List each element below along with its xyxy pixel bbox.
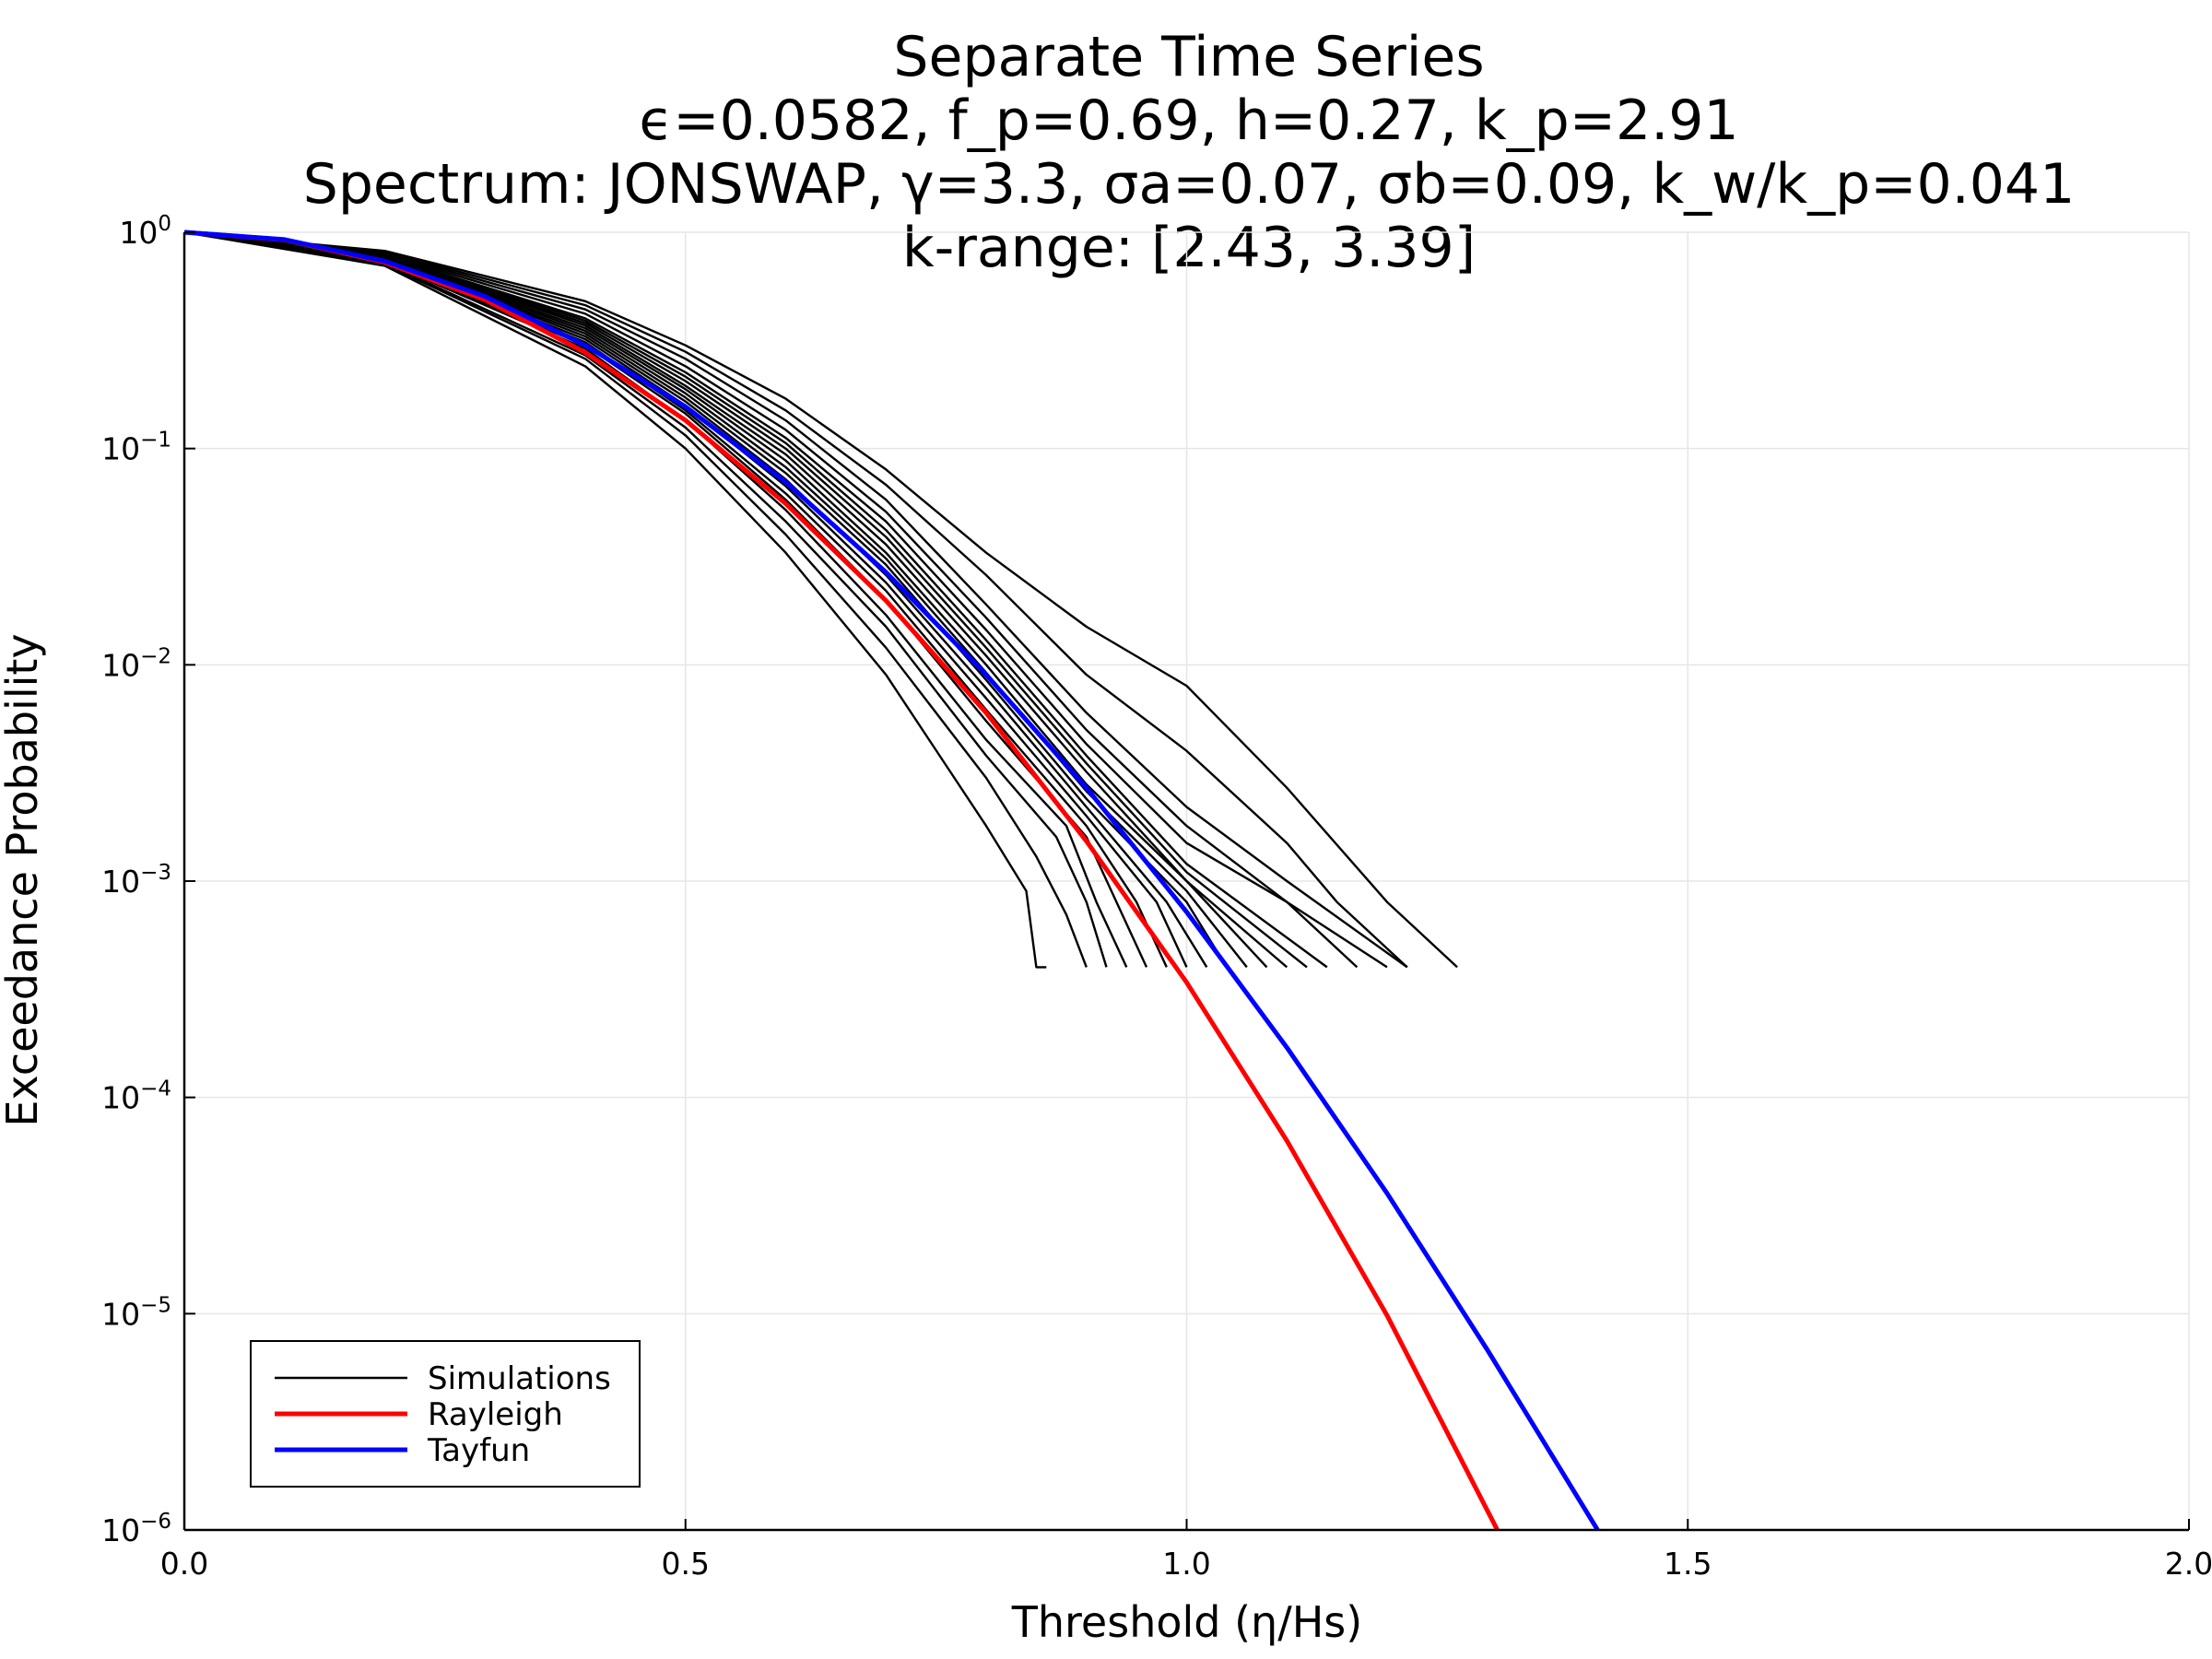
simulation-line-16 [183, 230, 1388, 969]
x-axis-label: Threshold (η/Hs) [1011, 1597, 1362, 1647]
simulation-line-12 [183, 230, 1288, 969]
y-tick-base: 10 [119, 215, 158, 251]
x-axis-ticks: 0.0 0.5 1.0 1.5 2.0 [160, 1519, 2212, 1582]
y-tick-base: 10 [101, 864, 140, 900]
simulation-line-13 [183, 230, 1308, 969]
legend-label-tayfun: Tayfun [427, 1432, 530, 1469]
simulation-line-4 [183, 230, 1128, 968]
y-tick-exponent: 0 [158, 212, 171, 236]
title-line-1: Separate Time Series [893, 25, 1484, 89]
x-tick-label: 0.5 [662, 1546, 710, 1582]
simulation-line-2 [183, 230, 1088, 968]
y-tick-exponent: −1 [140, 429, 171, 453]
y-tick-exponent: −6 [140, 1510, 171, 1534]
legend-label-simulations: Simulations [428, 1360, 611, 1397]
chart-title: Separate Time Series ϵ=0.0582, f_p=0.69,… [303, 25, 2076, 280]
y-tick-label: 10−1 [101, 429, 171, 467]
simulation-line-15 [183, 230, 1359, 969]
y-tick-label: 10−2 [101, 644, 171, 683]
x-tick-label: 1.5 [1664, 1546, 1712, 1582]
y-tick-label: 10−5 [101, 1293, 171, 1332]
x-tick-label: 2.0 [2165, 1546, 2212, 1582]
legend-label-rayleigh: Rayleigh [428, 1396, 563, 1433]
plot-area [183, 229, 1600, 1532]
title-line-2: ϵ=0.0582, f_p=0.69, h=0.27, k_p=2.91 [639, 88, 1738, 153]
y-tick-label: 10−4 [101, 1077, 171, 1116]
simulation-line-3 [183, 230, 1108, 968]
y-tick-exponent: −4 [140, 1077, 171, 1101]
y-tick-label: 10−3 [101, 861, 171, 900]
y-axis-label: Exceedance Probability [0, 633, 47, 1126]
y-tick-exponent: −3 [140, 861, 171, 885]
simulation-line-1 [183, 230, 1047, 969]
y-tick-label: 100 [119, 212, 171, 251]
y-tick-exponent: −2 [140, 644, 171, 668]
simulation-line-11 [183, 230, 1268, 969]
y-tick-base: 10 [101, 1296, 140, 1332]
x-tick-label: 1.0 [1162, 1546, 1210, 1582]
simulation-line-17 [183, 230, 1408, 969]
y-tick-base: 10 [101, 647, 140, 683]
y-tick-base: 10 [101, 1512, 140, 1548]
x-tick-label: 0.0 [160, 1546, 208, 1582]
simulation-line-19 [183, 230, 1458, 969]
y-tick-base: 10 [101, 1080, 140, 1116]
title-line-3: Spectrum: JONSWAP, γ=3.3, σa=0.07, σb=0.… [303, 152, 2076, 217]
simulation-line-14 [183, 230, 1328, 969]
simulation-line-18 [183, 230, 1408, 969]
y-tick-exponent: −5 [140, 1293, 171, 1317]
title-line-4: k-range: [2.43, 3.39] [902, 216, 1476, 280]
y-tick-base: 10 [101, 431, 140, 467]
tayfun-line [183, 229, 1600, 1532]
y-tick-label: 10−6 [101, 1510, 171, 1548]
